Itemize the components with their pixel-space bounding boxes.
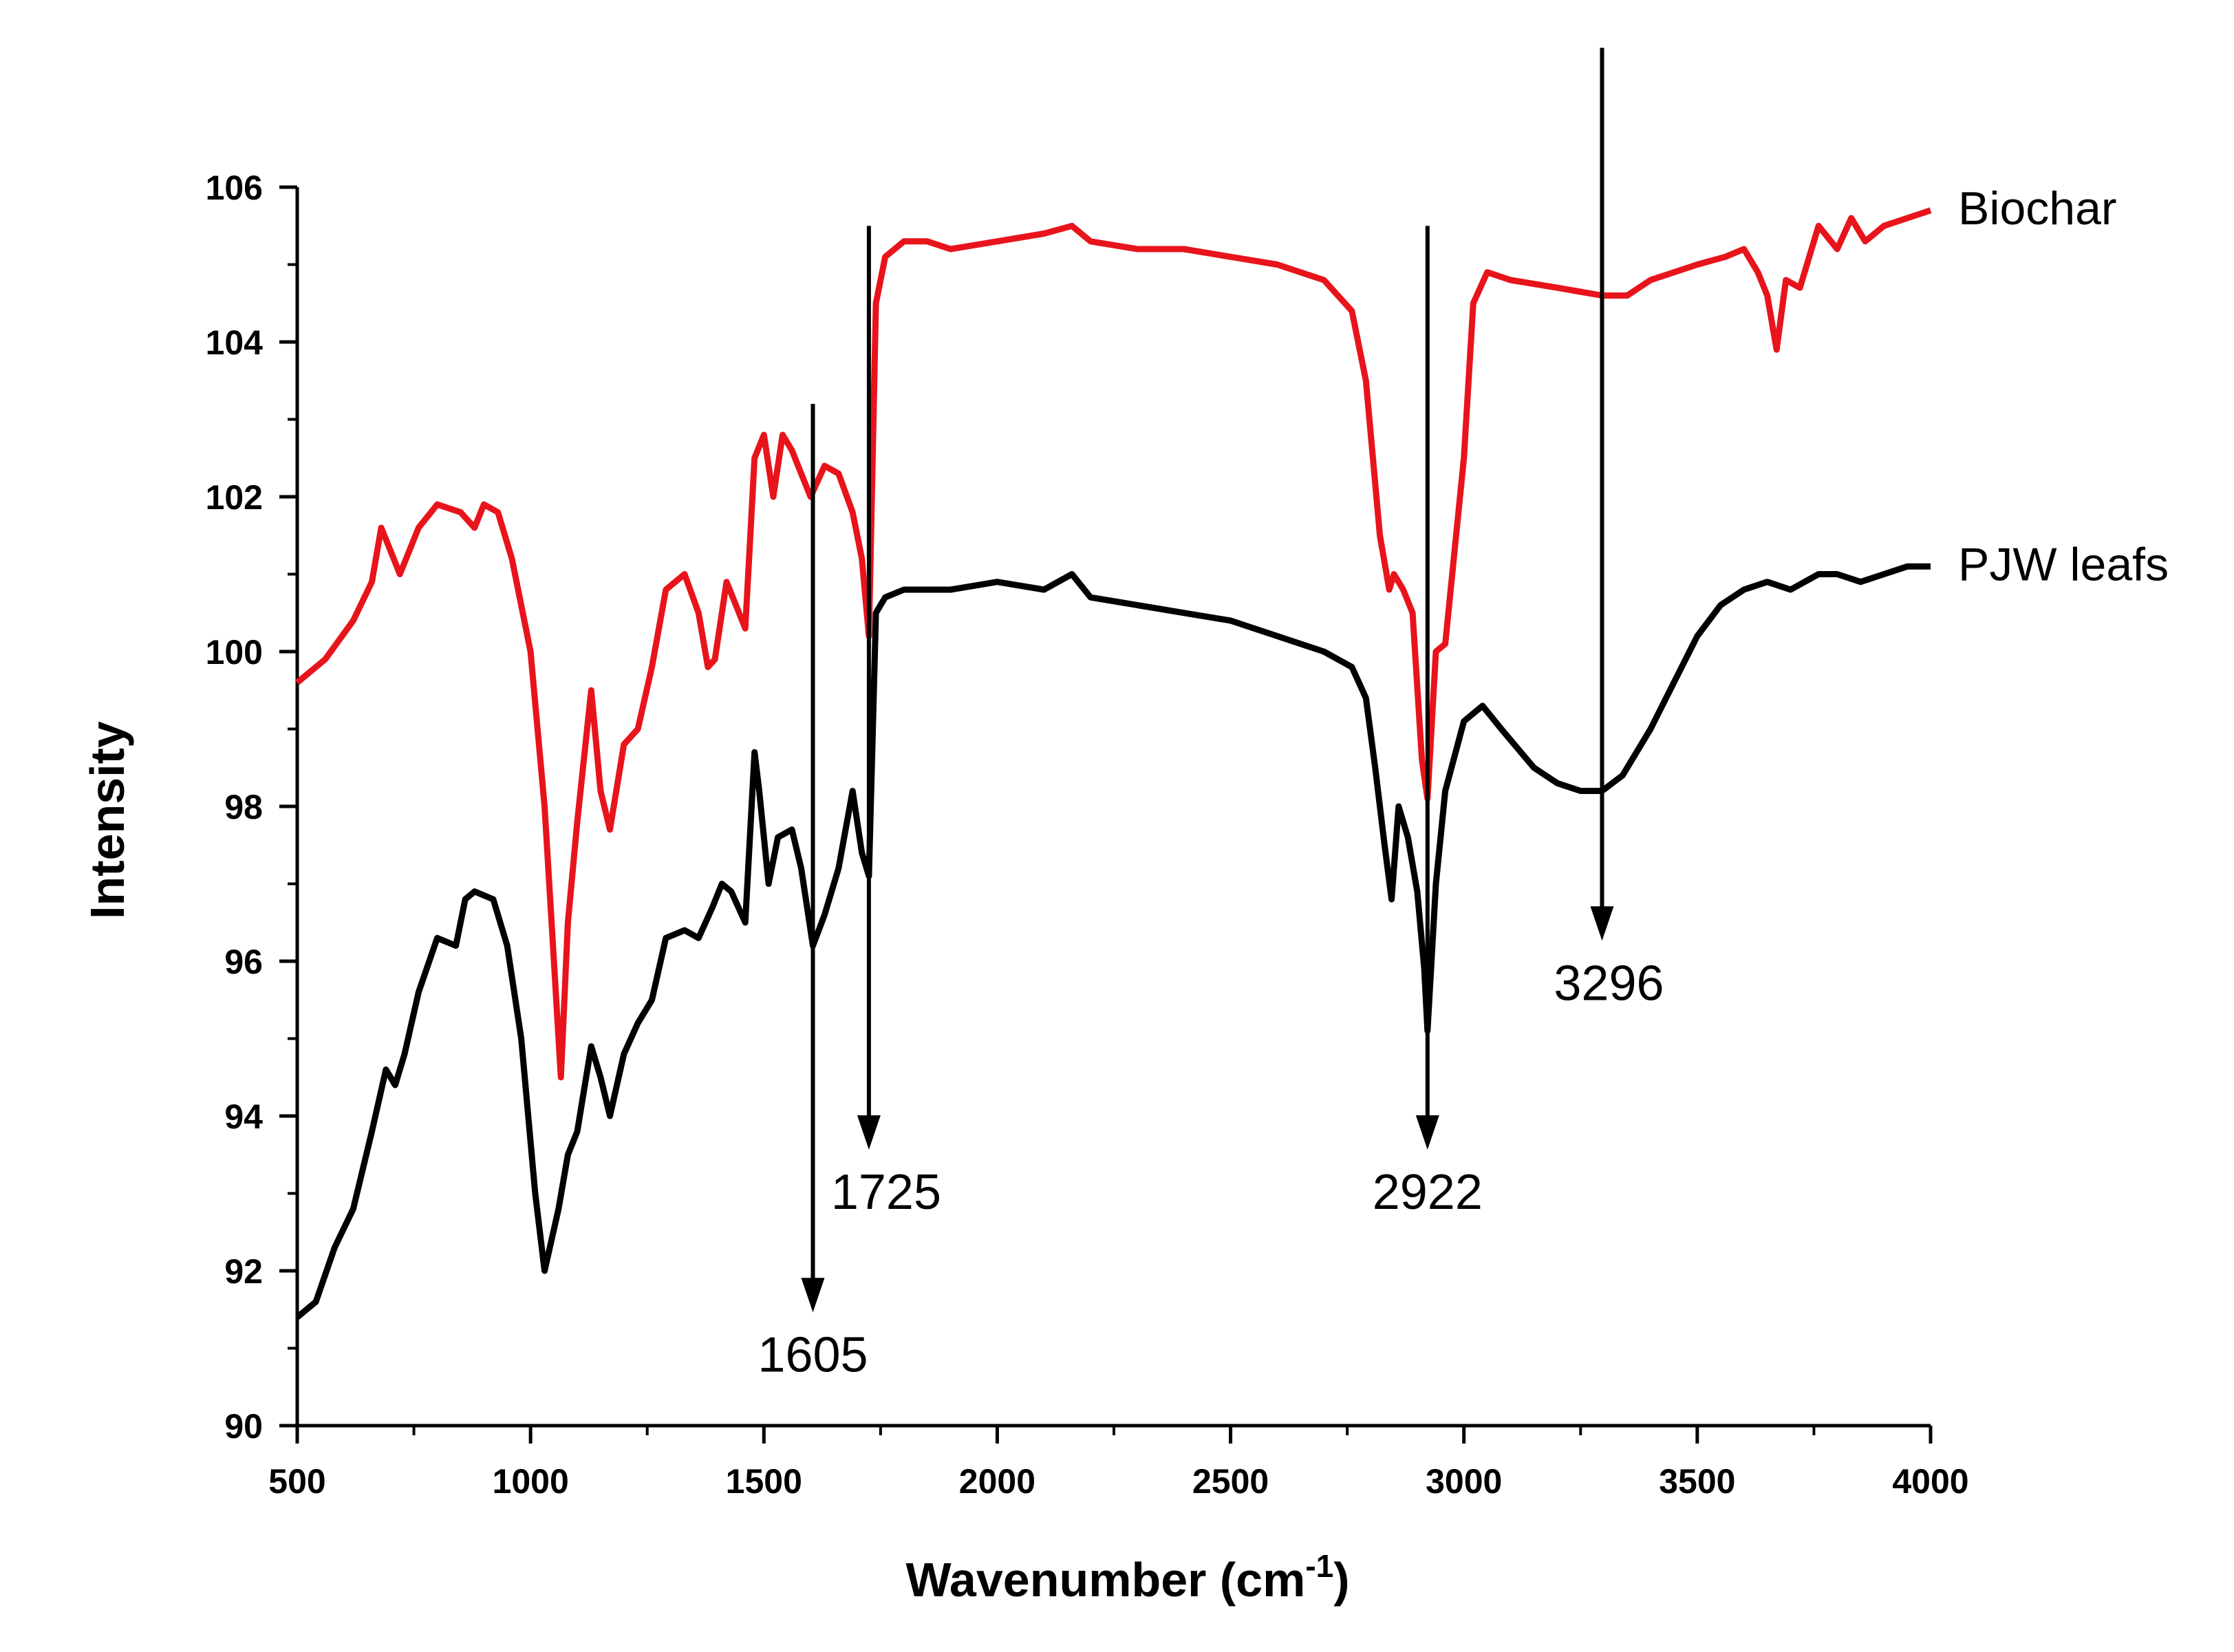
labels-layer: Intensity Wavenumber (cm-1) Biochar PJW l…: [80, 182, 2169, 1607]
y-ticks: 90 92 94 96 98 100 102 104 106: [206, 169, 297, 1446]
y-tick-label: 104: [206, 323, 264, 362]
x-axis-title-superscript: -1: [1305, 1548, 1333, 1584]
x-axis-title-close: ): [1333, 1553, 1349, 1607]
series-label-pjw-leafs: PJW leafs: [1958, 538, 2169, 590]
annotation-label-2922: 2922: [1373, 1165, 1483, 1220]
series-layer: [295, 207, 1932, 1320]
annotation-arrowhead-2922: [1415, 1115, 1439, 1150]
y-tick-label: 96: [224, 943, 263, 981]
annotation-arrowhead-1605: [801, 1278, 825, 1313]
y-axis-title: Intensity: [80, 721, 134, 919]
y-tick-label: 94: [224, 1097, 263, 1136]
annotation-arrowhead-3296: [1590, 906, 1614, 941]
x-tick-label: 1000: [493, 1462, 569, 1501]
series-biochar-line: [295, 207, 1932, 1081]
x-tick-label: 500: [268, 1462, 325, 1501]
y-tick-label: 98: [224, 788, 263, 826]
x-axis-title-main: Wavenumber (cm: [905, 1553, 1305, 1607]
x-tick-label: 3000: [1426, 1462, 1502, 1501]
annotation-label-1725: 1725: [831, 1165, 941, 1220]
y-tick-label: 92: [224, 1252, 263, 1291]
x-tick-label: 1500: [726, 1462, 802, 1501]
x-tick-label: 4000: [1892, 1462, 1968, 1501]
axes: 90 92 94 96 98 100 102 104 106 500 1000 1500 2000 25…: [206, 169, 1969, 1501]
annotation-arrowhead-1725: [857, 1115, 881, 1150]
x-axis-title: Wavenumber (cm-1): [905, 1548, 1349, 1607]
annotation-layer: 1605 1725 2922 3296: [758, 47, 1664, 1382]
annotation-label-3296: 3296: [1554, 956, 1664, 1011]
x-tick-label: 2500: [1192, 1462, 1269, 1501]
series-label-biochar: Biochar: [1958, 182, 2117, 235]
x-tick-label: 3500: [1659, 1462, 1735, 1501]
x-ticks: 500 1000 1500 2000 2500 3000 3500 4000: [268, 1426, 1969, 1501]
y-tick-label: 102: [206, 478, 263, 517]
series-pjw-leafs-line: [295, 563, 1931, 1320]
y-tick-label: 90: [224, 1407, 263, 1446]
annotation-label-1605: 1605: [758, 1327, 868, 1382]
y-tick-label: 100: [206, 633, 263, 672]
x-tick-label: 2000: [959, 1462, 1035, 1501]
y-tick-label: 106: [206, 169, 263, 207]
